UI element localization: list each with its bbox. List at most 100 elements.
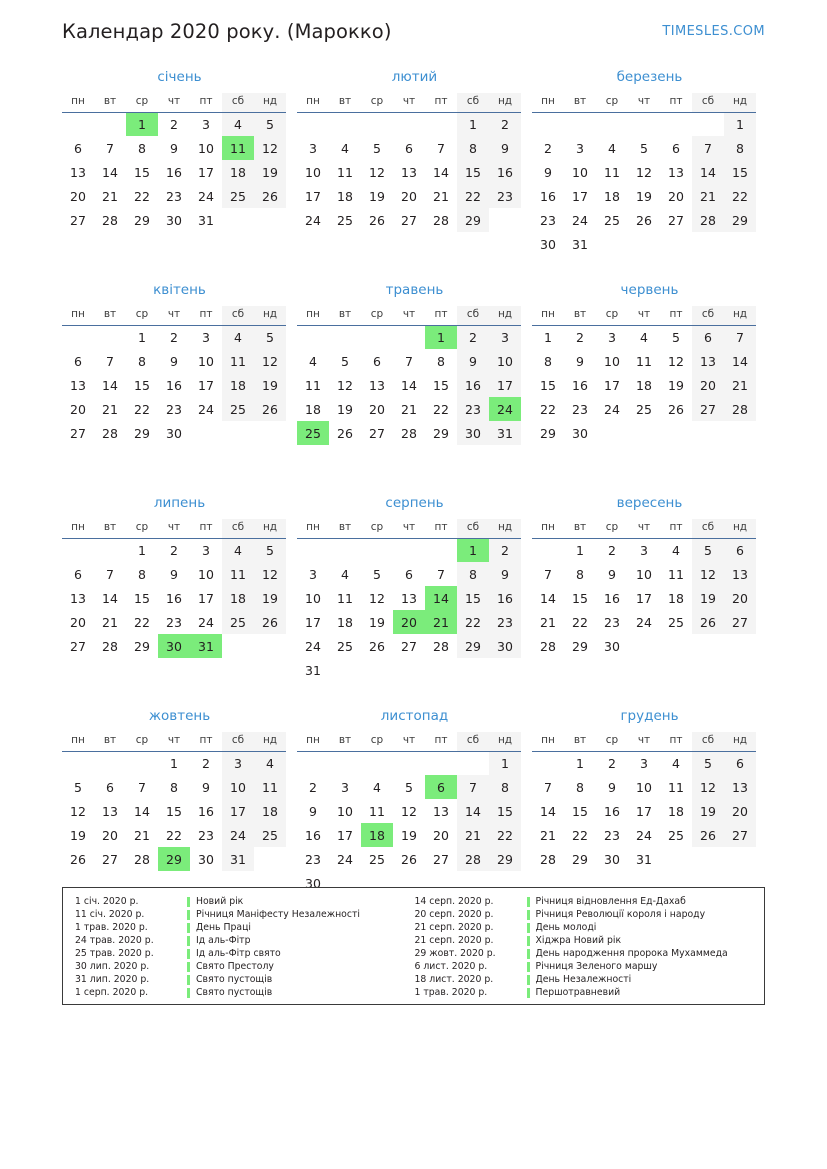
day-cell[interactable]: 19 (401, 827, 417, 843)
day-cell[interactable]: 29 (572, 851, 588, 867)
day-cell[interactable]: 24 (198, 401, 214, 417)
day-cell[interactable]: 12 (369, 590, 385, 606)
day-cell[interactable]: 20 (433, 827, 449, 843)
day-cell[interactable]: 24 (636, 827, 652, 843)
day-cell[interactable]: 24 (198, 188, 214, 204)
day-cell[interactable]: 2 (309, 779, 317, 795)
day-cell[interactable]: 17 (198, 377, 214, 393)
day-cell[interactable]: 23 (305, 851, 321, 867)
day-cell[interactable]: 28 (433, 638, 449, 654)
day-cell[interactable]: 13 (369, 377, 385, 393)
day-cell-holiday[interactable]: 29 (158, 847, 190, 871)
day-cell[interactable]: 20 (724, 799, 756, 823)
day-cell[interactable]: 8 (170, 779, 178, 795)
day-cell[interactable]: 15 (134, 377, 150, 393)
day-cell[interactable]: 25 (668, 614, 684, 630)
day-cell[interactable]: 15 (433, 377, 449, 393)
day-cell[interactable]: 13 (692, 349, 724, 373)
day-cell[interactable]: 15 (489, 799, 521, 823)
day-cell[interactable]: 9 (608, 779, 616, 795)
day-cell[interactable]: 15 (166, 803, 182, 819)
day-cell[interactable]: 22 (540, 401, 556, 417)
day-cell[interactable]: 9 (457, 349, 489, 373)
day-cell[interactable]: 30 (572, 425, 588, 441)
day-cell[interactable]: 22 (134, 401, 150, 417)
day-cell[interactable]: 5 (692, 751, 724, 775)
day-cell[interactable]: 2 (489, 538, 521, 562)
day-cell[interactable]: 24 (305, 638, 321, 654)
day-cell[interactable]: 23 (489, 184, 521, 208)
day-cell[interactable]: 14 (692, 160, 724, 184)
day-cell[interactable]: 22 (572, 614, 588, 630)
day-cell[interactable]: 7 (106, 566, 114, 582)
day-cell[interactable]: 20 (692, 373, 724, 397)
day-cell[interactable]: 27 (102, 851, 118, 867)
day-cell[interactable]: 9 (608, 566, 616, 582)
day-cell[interactable]: 29 (489, 847, 521, 871)
day-cell[interactable]: 10 (198, 140, 214, 156)
day-cell[interactable]: 10 (636, 566, 652, 582)
day-cell[interactable]: 31 (636, 851, 652, 867)
day-cell[interactable]: 4 (640, 329, 648, 345)
day-cell-holiday[interactable]: 20 (393, 610, 425, 634)
day-cell[interactable]: 25 (369, 851, 385, 867)
day-cell[interactable]: 19 (254, 160, 286, 184)
day-cell[interactable]: 16 (457, 373, 489, 397)
day-cell[interactable]: 25 (222, 610, 254, 634)
day-cell[interactable]: 12 (668, 353, 684, 369)
day-cell[interactable]: 8 (544, 353, 552, 369)
day-cell[interactable]: 21 (433, 188, 449, 204)
day-cell[interactable]: 13 (70, 590, 86, 606)
day-cell[interactable]: 11 (668, 566, 684, 582)
day-cell[interactable]: 25 (604, 212, 620, 228)
day-cell-holiday[interactable]: 1 (126, 112, 158, 136)
day-cell[interactable]: 1 (576, 755, 584, 771)
day-cell[interactable]: 29 (134, 638, 150, 654)
day-cell[interactable]: 25 (337, 638, 353, 654)
day-cell[interactable]: 13 (401, 590, 417, 606)
day-cell[interactable]: 4 (222, 538, 254, 562)
day-cell[interactable]: 3 (640, 542, 648, 558)
day-cell[interactable]: 19 (668, 377, 684, 393)
day-cell[interactable]: 9 (489, 562, 521, 586)
day-cell[interactable]: 29 (134, 425, 150, 441)
day-cell[interactable]: 2 (608, 755, 616, 771)
day-cell[interactable]: 14 (540, 590, 556, 606)
day-cell[interactable]: 4 (608, 140, 616, 156)
day-cell-holiday[interactable]: 11 (222, 136, 254, 160)
day-cell[interactable]: 27 (724, 823, 756, 847)
day-cell[interactable]: 5 (692, 538, 724, 562)
day-cell[interactable]: 22 (166, 827, 182, 843)
day-cell-holiday[interactable]: 25 (297, 421, 329, 445)
brand-link[interactable]: TIMESLES.COM (662, 23, 765, 39)
day-cell[interactable]: 29 (724, 208, 756, 232)
day-cell[interactable]: 26 (369, 638, 385, 654)
day-cell[interactable]: 4 (373, 779, 381, 795)
day-cell[interactable]: 7 (405, 353, 413, 369)
day-cell[interactable]: 5 (254, 325, 286, 349)
day-cell[interactable]: 27 (692, 397, 724, 421)
day-cell[interactable]: 12 (692, 562, 724, 586)
day-cell[interactable]: 4 (254, 751, 286, 775)
day-cell-holiday[interactable]: 21 (425, 610, 457, 634)
day-cell[interactable]: 12 (692, 775, 724, 799)
day-cell[interactable]: 12 (254, 349, 286, 373)
day-cell[interactable]: 23 (572, 401, 588, 417)
day-cell[interactable]: 31 (572, 236, 588, 252)
day-cell[interactable]: 1 (138, 329, 146, 345)
day-cell[interactable]: 14 (102, 164, 118, 180)
day-cell[interactable]: 24 (337, 851, 353, 867)
day-cell[interactable]: 31 (305, 662, 321, 678)
day-cell-holiday[interactable]: 1 (425, 325, 457, 349)
day-cell[interactable]: 4 (222, 325, 254, 349)
day-cell[interactable]: 22 (489, 823, 521, 847)
day-cell[interactable]: 18 (636, 377, 652, 393)
day-cell[interactable]: 28 (433, 212, 449, 228)
day-cell[interactable]: 15 (134, 590, 150, 606)
day-cell[interactable]: 23 (166, 188, 182, 204)
day-cell[interactable]: 1 (724, 112, 756, 136)
day-cell[interactable]: 15 (134, 164, 150, 180)
day-cell[interactable]: 21 (134, 827, 150, 843)
day-cell[interactable]: 3 (489, 325, 521, 349)
day-cell[interactable]: 10 (198, 566, 214, 582)
